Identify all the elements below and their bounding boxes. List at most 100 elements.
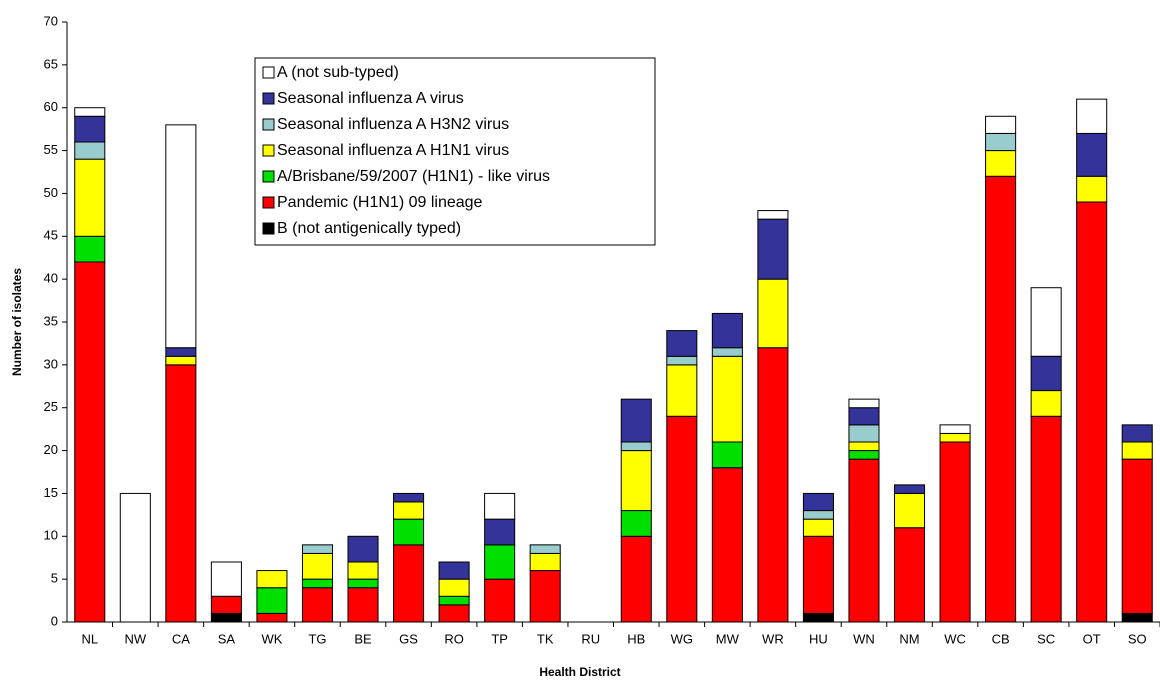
bar-segment	[74, 261, 106, 623]
bar-segment	[802, 612, 834, 623]
y-tick-label: 55	[44, 142, 58, 157]
x-tick-label: SA	[218, 631, 236, 646]
x-tick-label: TG	[308, 631, 326, 646]
bar-segment	[848, 424, 880, 443]
x-tick-label: MW	[716, 631, 740, 646]
bar-segment	[985, 175, 1017, 623]
bar-segment	[848, 398, 880, 409]
bar-segment	[301, 578, 334, 589]
legend-label: Seasonal influenza A virus	[277, 90, 464, 107]
x-tick-label: NL	[81, 631, 98, 646]
bar-segment	[848, 458, 880, 623]
x-tick-label: WN	[853, 631, 875, 646]
legend-swatch	[262, 92, 275, 105]
x-tick-label: CB	[992, 631, 1010, 646]
y-tick-label: 65	[44, 56, 58, 71]
bar-segment	[1030, 415, 1062, 623]
bar-segment	[393, 518, 425, 546]
bar-segment	[711, 441, 743, 469]
bar-segment	[1121, 441, 1153, 460]
y-tick-label: 5	[51, 571, 58, 586]
x-tick-label: TK	[537, 631, 554, 646]
y-tick-label: 45	[44, 228, 58, 243]
x-tick-label: WG	[671, 631, 693, 646]
bar-segment	[939, 432, 971, 443]
legend-swatch	[262, 222, 275, 235]
x-tick-label: RO	[444, 631, 464, 646]
bar-segment	[347, 578, 379, 589]
bar-segment	[1121, 612, 1153, 623]
bar-segment	[165, 347, 197, 357]
bar-segment	[802, 510, 834, 520]
y-tick-label: 25	[44, 399, 58, 414]
bar-segment	[484, 544, 516, 580]
bar-segment	[301, 587, 334, 623]
bar-segment	[848, 407, 880, 426]
legend-label: Seasonal influenza A H3N2 virus	[277, 116, 509, 133]
bar-segment	[484, 578, 516, 623]
bar-segment	[893, 492, 926, 529]
x-tick-label: WC	[944, 631, 966, 646]
bar-segment	[848, 450, 880, 460]
bar-segment	[620, 450, 652, 512]
bar-segment	[74, 158, 106, 237]
bar-segment	[985, 132, 1017, 152]
bar-segment	[711, 347, 743, 357]
bar-segment	[529, 552, 561, 572]
legend-label: B (not antigenically typed)	[277, 220, 461, 237]
bar-segment	[939, 441, 971, 623]
x-tick-label: CA	[172, 631, 190, 646]
x-tick-label: NW	[124, 631, 146, 646]
bar-segment	[666, 355, 698, 366]
legend-box	[254, 57, 656, 246]
bar-segment	[438, 604, 470, 623]
bar-segment	[666, 330, 698, 357]
x-tick-label: SO	[1128, 631, 1147, 646]
x-tick-label: SC	[1037, 631, 1055, 646]
bar-segment	[347, 587, 379, 623]
bar-segment	[939, 424, 971, 434]
legend-label: A/Brisbane/59/2007 (H1N1) - like virus	[277, 168, 550, 185]
bar-segment	[256, 587, 288, 614]
bar-segment	[1076, 98, 1108, 134]
bar-segment	[985, 115, 1017, 134]
bar-segment	[1076, 201, 1108, 623]
bar-segment	[484, 492, 516, 520]
bar-segment	[1121, 458, 1153, 614]
x-axis-title: Health District	[539, 665, 620, 679]
y-tick-label: 15	[44, 485, 58, 500]
bar-segment	[438, 561, 470, 580]
bar-segment	[757, 218, 789, 280]
x-tick-label: NM	[899, 631, 919, 646]
bar-segment	[165, 364, 197, 623]
legend-label: Seasonal influenza A H1N1 virus	[277, 142, 509, 159]
bar-segment	[347, 535, 379, 563]
y-axis-title: Number of isolates	[10, 268, 24, 376]
x-tick-label: GS	[399, 631, 418, 646]
bar-segment	[893, 527, 926, 623]
bar-segment	[74, 115, 106, 143]
legend-label: A (not sub-typed)	[277, 64, 399, 81]
bar-segment	[210, 561, 242, 597]
x-tick-label: WK	[261, 631, 282, 646]
bar-segment	[620, 510, 652, 537]
bar-segment	[666, 415, 698, 623]
x-tick-label: WR	[762, 631, 784, 646]
bar-segment	[1076, 175, 1108, 203]
bar-segment	[484, 518, 516, 546]
bar-segment	[1121, 424, 1153, 443]
bar-segment	[620, 441, 652, 452]
bar-segment	[620, 398, 652, 443]
bar-segment	[529, 544, 561, 554]
bar-segment	[1030, 287, 1062, 357]
bar-segment	[301, 544, 334, 554]
bar-segment	[165, 355, 197, 366]
bar-segment	[848, 441, 880, 452]
bar-segment	[666, 364, 698, 417]
y-tick-label: 60	[44, 99, 58, 114]
legend-swatch	[262, 196, 275, 209]
y-tick-label: 40	[44, 271, 58, 286]
y-tick-label: 10	[44, 528, 58, 543]
y-tick-label: 50	[44, 185, 58, 200]
